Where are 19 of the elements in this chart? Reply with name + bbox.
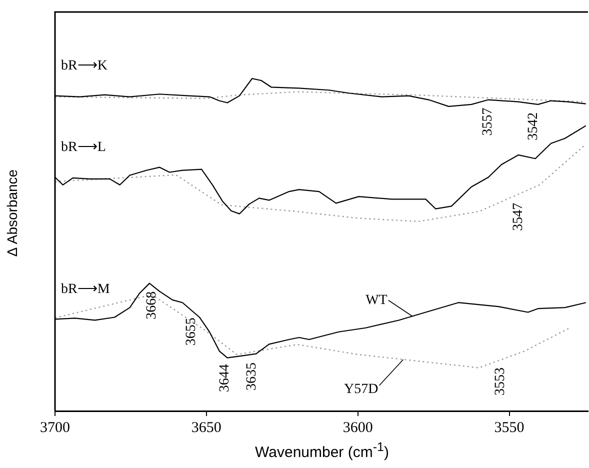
annotation: Y57D [344, 382, 378, 398]
x-tick-label: 3600 [342, 420, 373, 436]
x-tick-label: 3550 [494, 420, 524, 436]
y-axis-title: Δ Absorbance [4, 168, 20, 259]
annotation: 3644 [217, 364, 232, 392]
series-label: bR⟶K [61, 58, 108, 74]
annotation: 3547 [511, 202, 526, 231]
annotation: 3655 [184, 318, 199, 346]
x-tick-label: 3650 [191, 420, 222, 436]
annotation: 3553 [492, 367, 508, 396]
x-axis-title: Wavenumber (cm$^{-1}$) [254, 440, 390, 461]
series-label: bR⟶L [61, 140, 106, 155]
series-label: bR⟶M [61, 282, 110, 297]
annotation: 3668 [144, 291, 160, 320]
x-tick-label: 3700 [40, 420, 70, 436]
annotation: 3557 [480, 108, 496, 136]
annotation: 3542 [526, 112, 542, 140]
annotation: WT [366, 292, 388, 308]
annotation: 3635 [244, 362, 260, 390]
